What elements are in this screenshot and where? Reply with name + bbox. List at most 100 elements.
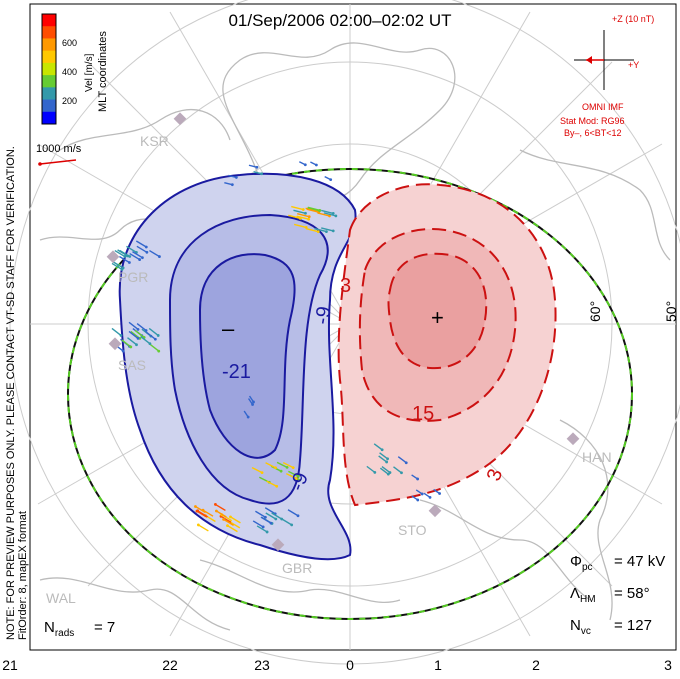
velocity-vector: [378, 455, 388, 463]
velocity-vector: [114, 249, 126, 258]
velocity-vector-origin: [222, 518, 226, 521]
velocity-vector-origin: [136, 337, 140, 340]
coast-scandinavia: [39, 577, 231, 631]
velocity-vector-origin: [373, 470, 377, 474]
velocity-vector-origin: [246, 415, 250, 419]
velocity-vector: [220, 515, 232, 523]
colorbar-tick-400: 400: [62, 67, 77, 77]
velocity-vector: [128, 321, 139, 330]
velocity-vector: [264, 507, 276, 515]
velocity-vector-origin: [196, 509, 200, 513]
mlt-tick-22: 22: [162, 657, 178, 673]
velocity-vector: [126, 245, 137, 253]
velocity-vector: [119, 255, 130, 264]
velocity-vector: [136, 322, 147, 332]
colorbar-swatch: [42, 26, 56, 39]
velocity-vector: [373, 443, 383, 451]
coast-hudson: [559, 419, 613, 621]
potential-min-marker: –: [222, 316, 235, 341]
velocity-vector-origin: [234, 176, 238, 179]
velocity-vector: [321, 227, 334, 232]
n-rads-symbol: Nrads: [44, 619, 74, 639]
n-vc-value: = 127: [614, 617, 652, 634]
positive-cell: [337, 183, 557, 507]
imf-z-label: +Z (10 nT): [612, 14, 654, 24]
colorbar-swatch: [42, 87, 56, 101]
phi-pc-symbol: Φpc: [570, 553, 593, 573]
velocity-vector: [202, 509, 214, 517]
velocity-vector: [149, 249, 160, 258]
velocity-vector-origin: [404, 461, 408, 465]
velocity-vector-origin: [141, 256, 144, 260]
velocity-vector: [291, 205, 304, 211]
velocity-vector: [134, 329, 145, 338]
velocity-vector-origin: [285, 465, 289, 469]
velocity-vector-origin: [307, 215, 311, 219]
velocity-vector-origin: [194, 505, 197, 508]
velocity-vector: [111, 327, 122, 336]
station-marker-han: [566, 432, 580, 446]
station-sto-label: STO: [398, 522, 427, 538]
velocity-vector-origin: [255, 165, 259, 169]
velocity-vector-origin: [304, 225, 308, 229]
velocity-vector: [294, 223, 307, 229]
mlt-tick-2: 2: [532, 657, 540, 673]
velocity-vector-origin: [328, 214, 331, 218]
velocity-vector: [393, 466, 402, 474]
station-marker-sto: [428, 504, 442, 518]
velocity-vector: [266, 480, 277, 487]
velocity-vector-origin: [158, 255, 161, 258]
velocity-vector: [135, 240, 147, 248]
velocity-vector: [321, 209, 334, 215]
velocity-vector-origin: [307, 217, 311, 221]
velocity-vector-origin: [265, 530, 269, 534]
potential-max-marker: +: [431, 305, 444, 330]
velocity-vector-origin: [438, 492, 441, 495]
velocity-vector: [251, 466, 263, 474]
velocity-vector-origin: [303, 163, 307, 167]
velocity-vector: [117, 249, 128, 257]
colorbar-tick-200: 200: [62, 96, 77, 106]
velocity-vector: [397, 456, 407, 464]
contour-label-pos-3a: 3: [340, 275, 351, 297]
lat-label-60: 60°: [587, 301, 603, 322]
scale-vector-line: [39, 159, 77, 165]
colorbar-swatch: [42, 75, 56, 88]
velocity-vector-origin: [260, 172, 263, 176]
velocity-vector-origin: [275, 484, 279, 488]
velocity-vector-origin: [144, 245, 148, 249]
velocity-vector: [145, 331, 156, 340]
velocity-vector: [198, 524, 209, 532]
velocity-vector: [285, 472, 297, 480]
velocity-vector: [260, 516, 272, 524]
velocity-vector: [255, 510, 266, 518]
contour-label-pos-15: 15: [412, 403, 434, 425]
velocity-vector-origin: [298, 478, 302, 482]
station-marker-gbr: [271, 538, 285, 552]
velocity-vector-origin: [331, 229, 335, 233]
velocity-vector: [323, 212, 337, 217]
velocity-vector: [288, 214, 301, 220]
contour-pos-inner: [387, 252, 488, 370]
mlt-tick-1: 1: [434, 657, 442, 673]
velocity-vector-origin: [120, 268, 124, 271]
velocity-vector-origin: [385, 460, 389, 464]
colorbar-label: Vel [m/s]: [84, 53, 95, 92]
velocity-vector: [379, 467, 389, 475]
velocity-vector: [127, 337, 137, 346]
colorbar-swatch: [42, 38, 56, 52]
velocity-vector: [112, 261, 124, 269]
colorbar-frame: [41, 13, 57, 125]
coast-greenland: [222, 42, 456, 204]
colorbar-swatch: [42, 111, 56, 125]
velocity-vector-origin: [215, 509, 218, 513]
mlt-axis: 21 22 23 0 1 2 3: [2, 657, 672, 673]
velocity-vector: [306, 228, 319, 233]
mlt-coords-label: MLT coordinates: [97, 31, 109, 112]
velocity-vector: [314, 227, 327, 233]
velocity-vector-origin: [416, 477, 420, 481]
velocity-vector-origin: [296, 474, 300, 478]
velocity-vector: [121, 339, 132, 348]
velocity-vector-origin: [201, 508, 205, 512]
velocity-vector: [140, 336, 151, 345]
